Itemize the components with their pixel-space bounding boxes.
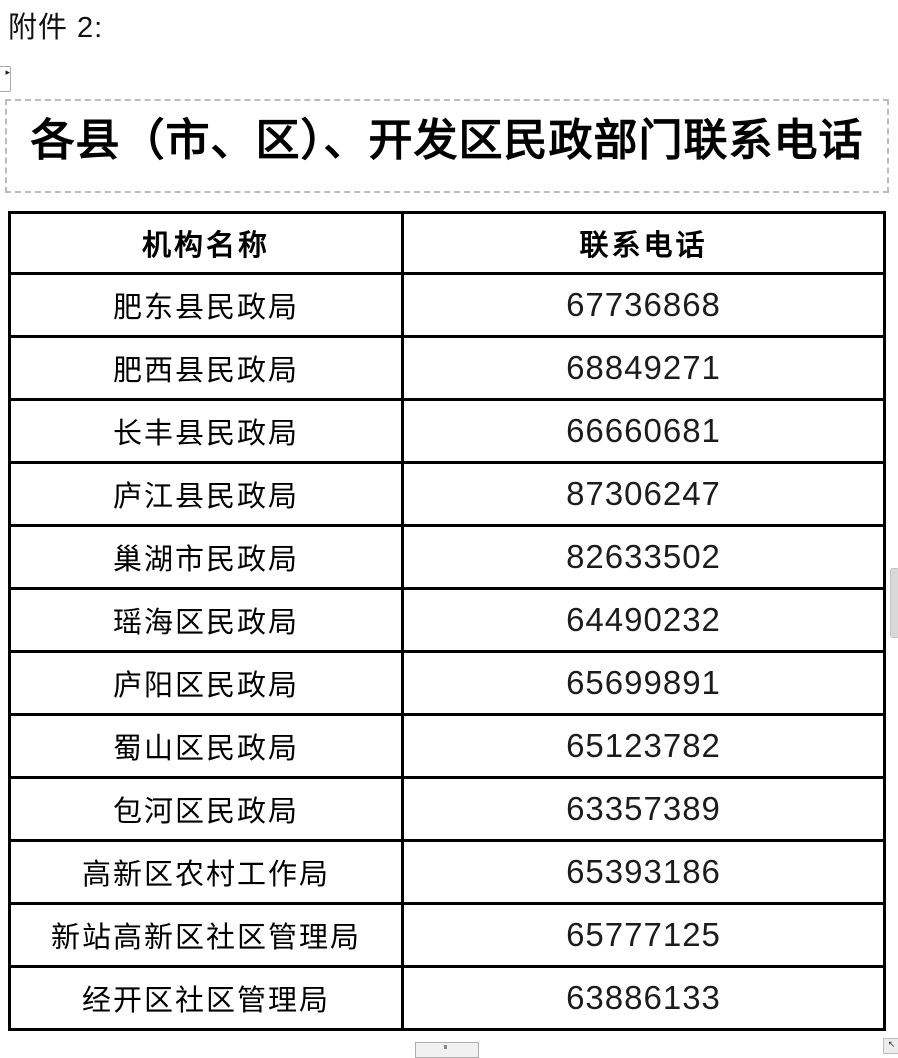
title-textbox[interactable]: 各县（市、区）、开发区民政部门联系电话 [5, 99, 889, 193]
phone-cell: 68849271 [401, 335, 886, 401]
org-name-cell: 高新区农村工作局 [8, 839, 404, 905]
attachment-label: 附件 2: [8, 12, 104, 44]
table-row: 庐阳区民政局 65699891 [8, 650, 886, 716]
org-name-cell: 巢湖市民政局 [8, 524, 404, 590]
phone-cell: 82633502 [401, 524, 886, 590]
vertical-scrollbar-thumb[interactable] [890, 568, 898, 638]
header-org-name: 机构名称 [8, 211, 404, 275]
contact-table: 机构名称 联系电话 肥东县民政局 67736868 肥西县民政局 6884927… [8, 211, 886, 1031]
org-name-cell: 庐江县民政局 [8, 461, 404, 527]
table-row: 包河区民政局 63357389 [8, 776, 886, 842]
table-row: 新站高新区社区管理局 65777125 [8, 902, 886, 968]
textbox-anchor-handle[interactable]: ▸ [0, 66, 11, 92]
table-row: 肥东县民政局 67736868 [8, 272, 886, 338]
phone-cell: 65777125 [401, 902, 886, 968]
table-row: 蜀山区民政局 65123782 [8, 713, 886, 779]
table-row: 经开区社区管理局 63886133 [8, 965, 886, 1031]
phone-cell: 65393186 [401, 839, 886, 905]
org-name-cell: 新站高新区社区管理局 [8, 902, 404, 968]
phone-cell: 64490232 [401, 587, 886, 653]
table-row: 瑶海区民政局 64490232 [8, 587, 886, 653]
table-row: 巢湖市民政局 82633502 [8, 524, 886, 590]
table-row: 高新区农村工作局 65393186 [8, 839, 886, 905]
horizontal-scrollbar-thumb[interactable] [415, 1042, 479, 1058]
phone-cell: 65123782 [401, 713, 886, 779]
org-name-cell: 肥西县民政局 [8, 335, 404, 401]
org-name-cell: 肥东县民政局 [8, 272, 404, 338]
table-header-row: 机构名称 联系电话 [8, 211, 886, 275]
table-row: 长丰县民政局 66660681 [8, 398, 886, 464]
table-row: 肥西县民政局 68849271 [8, 335, 886, 401]
org-name-cell: 包河区民政局 [8, 776, 404, 842]
org-name-cell: 瑶海区民政局 [8, 587, 404, 653]
phone-cell: 66660681 [401, 398, 886, 464]
phone-cell: 67736868 [401, 272, 886, 338]
org-name-cell: 蜀山区民政局 [8, 713, 404, 779]
org-name-cell: 长丰县民政局 [8, 398, 404, 464]
header-phone: 联系电话 [401, 211, 886, 275]
org-name-cell: 庐阳区民政局 [8, 650, 404, 716]
phone-cell: 63886133 [401, 965, 886, 1031]
org-name-cell: 经开区社区管理局 [8, 965, 404, 1031]
scrollbar-grip [444, 1045, 447, 1049]
phone-cell: 63357389 [401, 776, 886, 842]
phone-cell: 87306247 [401, 461, 886, 527]
table-row: 庐江县民政局 87306247 [8, 461, 886, 527]
phone-cell: 65699891 [401, 650, 886, 716]
table-resize-handle[interactable]: ↖ [883, 1038, 898, 1054]
anchor-arrow-icon: ▸ [5, 68, 10, 78]
page-title: 各县（市、区）、开发区民政部门联系电话 [30, 116, 864, 165]
resize-arrow-icon: ↖ [887, 1040, 896, 1050]
